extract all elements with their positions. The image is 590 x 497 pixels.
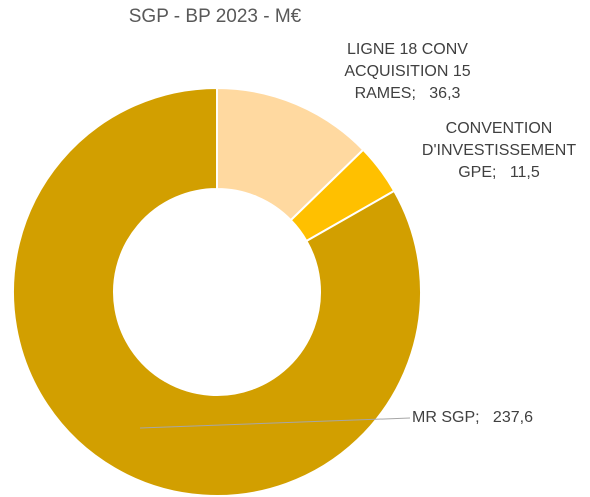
slice	[12, 86, 422, 497]
value: 36,3	[429, 85, 461, 102]
category: CONVENTION D'INVESTISSEMENT GPE	[421, 120, 577, 181]
separator: ;	[492, 164, 497, 181]
value: 237,6	[492, 409, 533, 426]
category: MR SGP	[412, 409, 476, 426]
chart-title: SGP - BP 2023 - M€	[128, 6, 302, 27]
data-label: LIGNE 18 CONV ACQUISITION 15 RAMES; 36,3	[325, 39, 490, 105]
leader-line	[139, 417, 411, 429]
separator: ;	[475, 409, 480, 426]
data-label: MR SGP; 237,6	[412, 407, 582, 429]
category: LIGNE 18 CONV ACQUISITION 15 RAMES	[344, 41, 471, 102]
data-label: CONVENTION D'INVESTISSEMENT GPE; 11,5	[410, 118, 588, 184]
separator: ;	[411, 85, 416, 102]
value: 11,5	[509, 164, 540, 181]
